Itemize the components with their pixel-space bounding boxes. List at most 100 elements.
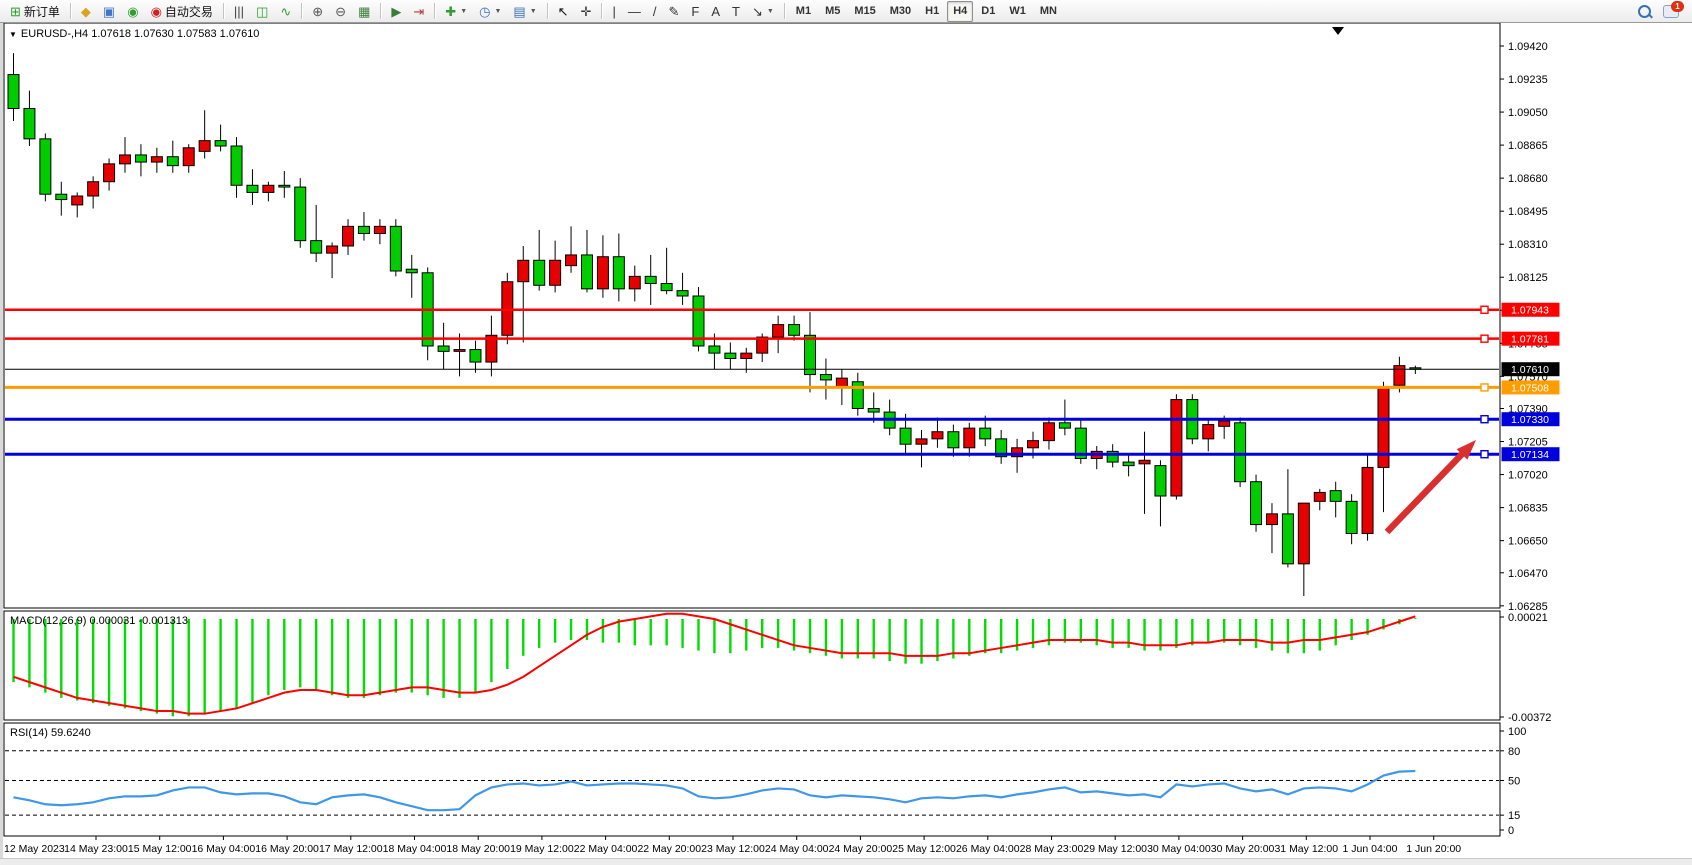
- candle: [453, 349, 466, 352]
- new-chart-icon: ◆: [80, 3, 91, 19]
- rsi-panel[interactable]: [3, 722, 1501, 837]
- fibonacci-button[interactable]: F: [686, 1, 704, 22]
- timeframe-m5-button[interactable]: M5: [825, 5, 841, 17]
- candlestick-button[interactable]: ◫: [251, 1, 273, 22]
- profiles-icon[interactable]: ▣: [98, 1, 120, 22]
- bar-chart-button[interactable]: |||: [229, 1, 249, 22]
- timeframe-m1-button[interactable]: M1: [795, 5, 812, 17]
- price-axis-label: 1.08495: [1508, 206, 1548, 218]
- trend-arrow-annotation[interactable]: [1384, 449, 1467, 535]
- toolbar-button-label: 新订单: [23, 4, 60, 19]
- horizontal-line-button[interactable]: —: [623, 1, 646, 22]
- time-axis-label: 31 May 12:00: [1274, 843, 1338, 855]
- price-line-label: [1501, 447, 1560, 462]
- templates-button[interactable]: ▤ ▼: [508, 1, 541, 22]
- new-order-button[interactable]: ⊞ 新订单: [5, 1, 65, 22]
- rsi-axis-label: 100: [1508, 726, 1526, 738]
- text-button[interactable]: A: [706, 1, 725, 22]
- text-label-icon: T: [732, 3, 740, 19]
- zoom-out-button[interactable]: ⊖: [330, 1, 351, 22]
- chart-menu-icon[interactable]: ▼: [9, 30, 17, 39]
- new-chart-icon[interactable]: ◆: [76, 1, 96, 22]
- search-button[interactable]: [1633, 1, 1656, 22]
- chart-canvas[interactable]: 1.09420 1.09235 1.09050 1.08865 1.08680 1.084…: [0, 23, 1692, 864]
- candle: [628, 275, 641, 290]
- cursor-button[interactable]: ↖: [553, 1, 574, 22]
- candle: [1393, 365, 1406, 386]
- toolbar-separator: [434, 3, 436, 19]
- time-axis-label: 1 Jun 20:00: [1406, 843, 1461, 855]
- candle: [469, 349, 482, 363]
- time-axis-label: 30 May 04:00: [1147, 843, 1211, 855]
- candle: [565, 254, 578, 267]
- timeframe-h1-button[interactable]: H1: [925, 5, 940, 17]
- notification-badge: 1: [1671, 0, 1684, 12]
- price-axis-label: 1.09235: [1508, 74, 1548, 86]
- arrows-button[interactable]: ↘ ▼: [747, 1, 779, 22]
- candle: [979, 427, 992, 440]
- candle: [1313, 491, 1326, 502]
- zoom-in-button[interactable]: ⊕: [307, 1, 328, 22]
- time-axis-label: 16 May 20:00: [255, 843, 319, 855]
- candle: [437, 345, 450, 352]
- time-axis-label: 23 May 12:00: [701, 843, 765, 855]
- toolbar-separator: [601, 3, 603, 19]
- timeframe-h4-button[interactable]: H4: [947, 0, 974, 22]
- vertical-line-button[interactable]: |: [607, 1, 620, 22]
- crosshair-button[interactable]: ✛: [576, 1, 597, 22]
- candle: [214, 140, 227, 147]
- channel-button[interactable]: ✎: [663, 1, 684, 22]
- trendline-button[interactable]: /: [648, 1, 662, 22]
- trend-arrow-head: [1456, 440, 1476, 460]
- candle: [676, 290, 689, 297]
- hline-handle[interactable]: [1480, 305, 1489, 314]
- hline-handle[interactable]: [1480, 415, 1489, 424]
- indicators-button[interactable]: ✚ ▼: [440, 1, 472, 22]
- timeframe-m15-button[interactable]: M15: [854, 5, 876, 17]
- macd-panel[interactable]: [3, 610, 1501, 721]
- vertical-line-icon: |: [612, 3, 616, 19]
- chat-button[interactable]: 1: [1658, 0, 1684, 22]
- autotrading-button[interactable]: ◉ 自动交易: [146, 1, 218, 22]
- trendline-icon: /: [652, 3, 657, 19]
- candle: [1218, 420, 1231, 427]
- candle: [819, 374, 832, 381]
- line-chart-button[interactable]: ∿: [275, 1, 296, 22]
- candle: [692, 295, 705, 347]
- price-axis-label: 1.06835: [1508, 503, 1548, 515]
- time-axis-label: 29 May 12:00: [1083, 843, 1147, 855]
- rsi-axis-label: 0: [1508, 825, 1514, 837]
- tile-windows-button[interactable]: ▦: [353, 1, 375, 22]
- chart-shift-icon: ⇥: [413, 3, 425, 19]
- timeframe-d1-button[interactable]: D1: [981, 5, 996, 17]
- candle: [1027, 440, 1040, 449]
- hline-handle[interactable]: [1480, 334, 1489, 343]
- chart-shift-button[interactable]: ⇥: [408, 1, 429, 22]
- candle: [310, 240, 323, 254]
- price-line-label-text: 1.07610: [1511, 364, 1549, 376]
- price-axis-label: 1.08125: [1508, 272, 1548, 284]
- hline-handle[interactable]: [1480, 450, 1489, 459]
- timeframe-mn-button[interactable]: MN: [1039, 5, 1057, 17]
- text-label-button[interactable]: T: [727, 1, 745, 22]
- time-axis-label: 15 May 12:00: [128, 843, 192, 855]
- hline-handle[interactable]: [1480, 383, 1489, 392]
- signals-icon[interactable]: ◉: [122, 1, 143, 22]
- candle: [87, 181, 100, 197]
- chevron-down-icon: ▼: [460, 7, 468, 15]
- price-line-label: [1501, 302, 1560, 317]
- candle: [1281, 513, 1294, 565]
- timeframe-m30-button[interactable]: M30: [889, 5, 912, 17]
- candle: [7, 74, 20, 109]
- search-icon: [1638, 4, 1651, 18]
- toolbar-button-label: 自动交易: [164, 4, 213, 19]
- templates-icon: ▤: [513, 3, 526, 19]
- line-chart-icon: ∿: [280, 3, 292, 19]
- timeframe-w1-button[interactable]: W1: [1009, 5, 1026, 17]
- periods-button[interactable]: ◷ ▼: [474, 1, 506, 22]
- chart-shift-marker[interactable]: [1332, 27, 1344, 35]
- price-line-label: [1501, 331, 1560, 346]
- price-axis-label: 1.09420: [1508, 41, 1548, 53]
- candle: [1058, 422, 1071, 429]
- auto-scroll-button[interactable]: ▶: [386, 1, 406, 22]
